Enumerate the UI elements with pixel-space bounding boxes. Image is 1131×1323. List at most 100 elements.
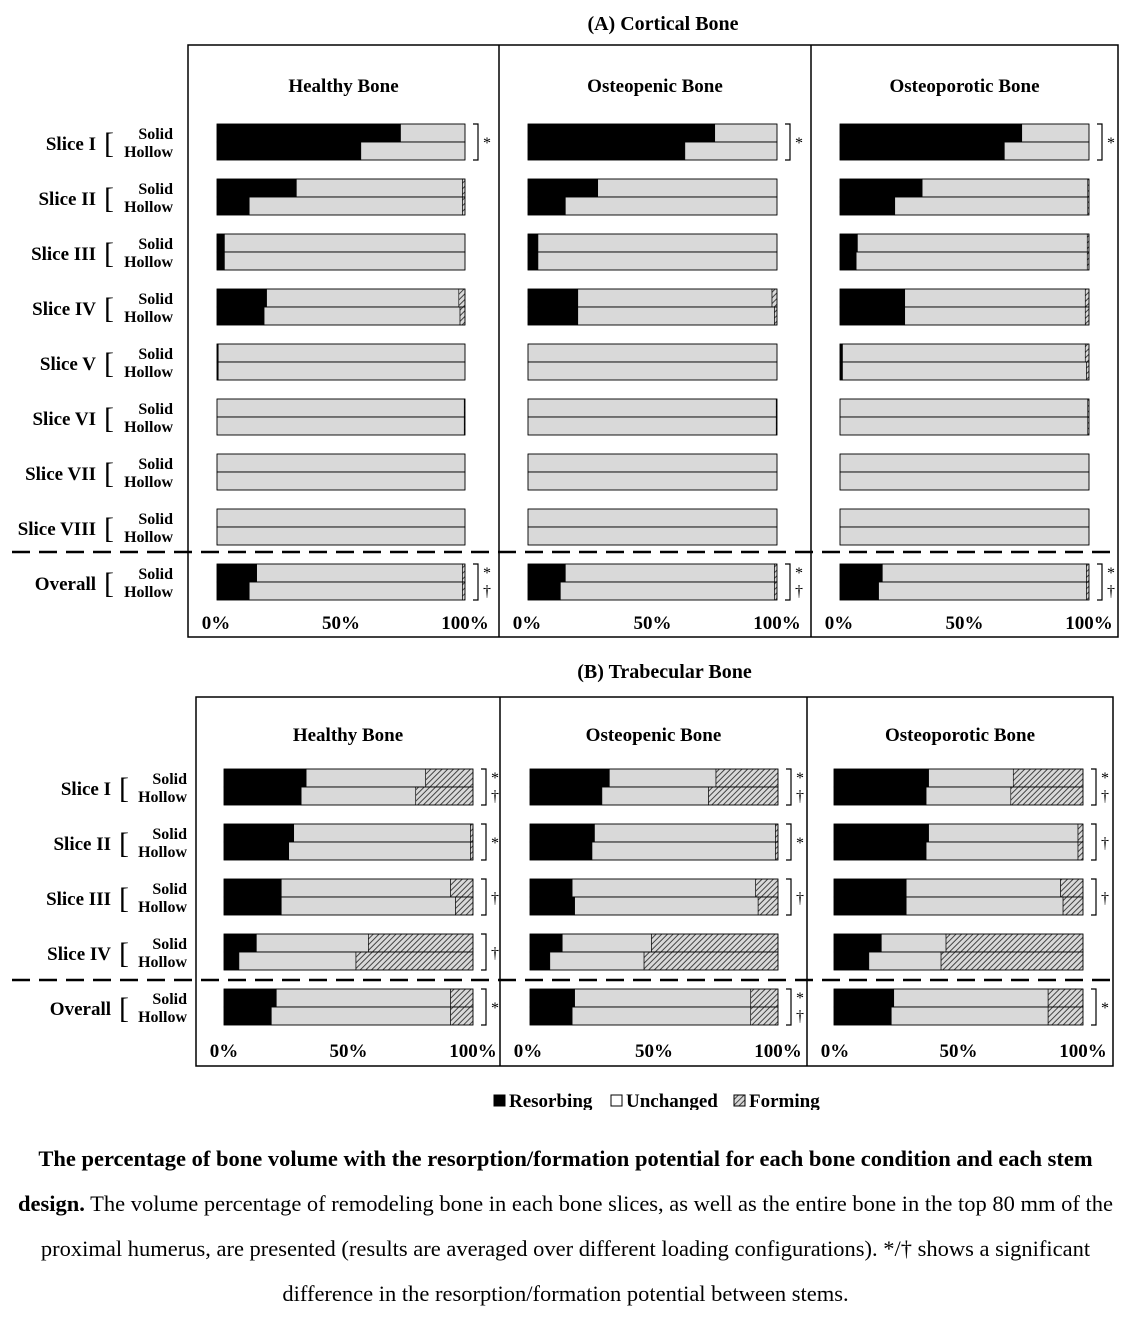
trabecular-significance-bracket (1091, 988, 1097, 1026)
trabecular-bar-hollow-unchanged (288, 841, 471, 861)
cortical-bar-hollow-resorbing (527, 306, 579, 326)
cortical-row-label: Slice V (40, 354, 96, 375)
trabecular-bar-outline (529, 896, 779, 916)
cortical-bar-hollow-forming (459, 306, 466, 326)
cortical-bar-solid-resorbing (839, 233, 858, 253)
cortical-bar-solid-resorbing (527, 563, 566, 583)
cortical-bar-hollow-resorbing (216, 196, 250, 216)
cortical-bar-solid-unchanged (400, 123, 466, 143)
trabecular-bar-solid-resorbing (223, 933, 257, 953)
cortical-bar-solid-unchanged (839, 398, 1089, 418)
cortical-stem-label-solid: Solid (138, 401, 173, 418)
cortical-bar-solid-unchanged (527, 508, 778, 528)
cortical-bar-hollow-unchanged (537, 251, 778, 271)
cortical-row-bracket: [ (104, 567, 114, 600)
cortical-bar-outline (839, 141, 1090, 161)
cortical-bar-outline (839, 581, 1090, 601)
cortical-tick-label: 50% (634, 613, 672, 634)
trabecular-bar-solid-forming (1077, 823, 1084, 843)
cortical-significance-bracket (1097, 563, 1103, 601)
trabecular-bar-solid-resorbing (833, 878, 907, 898)
trabecular-bar-solid-forming (715, 768, 779, 788)
cortical-bar-solid-unchanged (565, 563, 775, 583)
cortical-significance-mark: * (795, 135, 803, 152)
cortical-bar-solid-unchanged (577, 288, 773, 308)
cortical-bar-solid-unchanged (882, 563, 1087, 583)
trabecular-bar-hollow-resorbing (529, 951, 551, 971)
cortical-stem-label-hollow: Hollow (124, 364, 173, 381)
trabecular-significance-bracket (481, 823, 487, 861)
cortical-panel-title: Osteoporotic Bone (889, 76, 1039, 97)
cortical-row-bracket: [ (104, 402, 114, 435)
cortical-bar-solid-unchanged (921, 178, 1089, 198)
cortical-bar-hollow-resorbing (839, 196, 896, 216)
cortical-row-bracket: [ (104, 237, 114, 270)
cortical-bar-solid-resorbing (216, 563, 257, 583)
cortical-stem-label-solid: Solid (138, 126, 173, 143)
trabecular-bar-hollow-unchanged (925, 841, 1079, 861)
trabecular-bar-solid-resorbing (529, 878, 573, 898)
cortical-bar-solid-resorbing (839, 123, 1023, 143)
cortical-bar-solid-unchanged (839, 453, 1090, 473)
cortical-bar-solid-unchanged (839, 508, 1090, 528)
cortical-tick-label: 100% (1065, 613, 1113, 634)
cortical-bar-hollow-resorbing (839, 141, 1005, 161)
trabecular-bar-solid-unchanged (928, 768, 1014, 788)
trabecular-bar-outline (529, 786, 779, 806)
cortical-bar-hollow-unchanged (248, 196, 463, 216)
cortical-bar-solid-forming (771, 288, 778, 308)
cortical-bar-solid-resorbing (216, 233, 225, 253)
cortical-row-bracket: [ (104, 127, 114, 160)
cortical-tick-label: 0% (513, 613, 542, 634)
cortical-bar-solid-unchanged (597, 178, 778, 198)
cortical-bar-hollow-unchanged (839, 526, 1090, 546)
cortical-bar-outline (527, 581, 778, 601)
cortical-bar-solid-unchanged (217, 343, 466, 363)
trabecular-bar-solid-unchanged (609, 768, 717, 788)
trabecular-bar-solid-resorbing (223, 768, 307, 788)
trabecular-stem-label-solid: Solid (152, 771, 187, 788)
trabecular-bar-outline (529, 1006, 779, 1026)
trabecular-bar-outline (223, 896, 474, 916)
cortical-bar-hollow-unchanged (527, 526, 778, 546)
cortical-bar-solid-unchanged (527, 453, 778, 473)
trabecular-row-bracket: [ (119, 827, 129, 860)
cortical-bar-solid-resorbing (839, 288, 906, 308)
cortical-bar-outline (216, 306, 466, 326)
trabecular-bar-hollow-forming (708, 786, 779, 806)
trabecular-bar-hollow-forming (643, 951, 779, 971)
trabecular-bar-hollow-unchanged (925, 786, 1012, 806)
cortical-bar-outline (527, 471, 778, 491)
trabecular-bar-outline (529, 841, 779, 861)
trabecular-significance-bracket (481, 988, 487, 1026)
trabecular-significance-mark: * (491, 1000, 499, 1017)
cortical-significance-mark: † (1107, 583, 1115, 600)
trabecular-bar-solid-unchanged (280, 878, 451, 898)
cortical-bar-outline (527, 416, 778, 436)
cortical-bar-outline (839, 526, 1090, 546)
cortical-bar-solid-unchanged (224, 233, 466, 253)
cortical-bar-solid-forming (458, 288, 466, 308)
cortical-stem-label-hollow: Hollow (124, 309, 173, 326)
trabecular-bar-solid-unchanged (256, 933, 369, 953)
cortical-bar-hollow-unchanged (577, 306, 775, 326)
cortical-bar-solid-unchanged (296, 178, 463, 198)
cortical-bar-solid-unchanged (216, 508, 466, 528)
cortical-tick-label: 0% (202, 613, 231, 634)
trabecular-stem-label-hollow: Hollow (138, 899, 187, 916)
trabecular-significance-mark: † (1101, 835, 1109, 852)
cortical-stem-label-solid: Solid (138, 346, 173, 363)
trabecular-significance-mark: * (796, 835, 804, 852)
trabecular-bar-solid-forming (368, 933, 474, 953)
trabecular-bar-outline (833, 896, 1084, 916)
cortical-bar-hollow-resorbing (527, 141, 686, 161)
cortical-bar-hollow-unchanged (527, 416, 777, 436)
trabecular-bar-solid-forming (1060, 878, 1084, 898)
cortical-significance-bracket (785, 563, 791, 601)
legend-label-unchanged: Unchanged (626, 1091, 718, 1110)
trabecular-bar-hollow-resorbing (223, 841, 290, 861)
cortical-bar-hollow-resorbing (839, 306, 906, 326)
cortical-bar-solid-unchanged (266, 288, 460, 308)
trabecular-tick-label: 50% (330, 1041, 368, 1062)
cortical-bar-solid-resorbing (216, 288, 267, 308)
